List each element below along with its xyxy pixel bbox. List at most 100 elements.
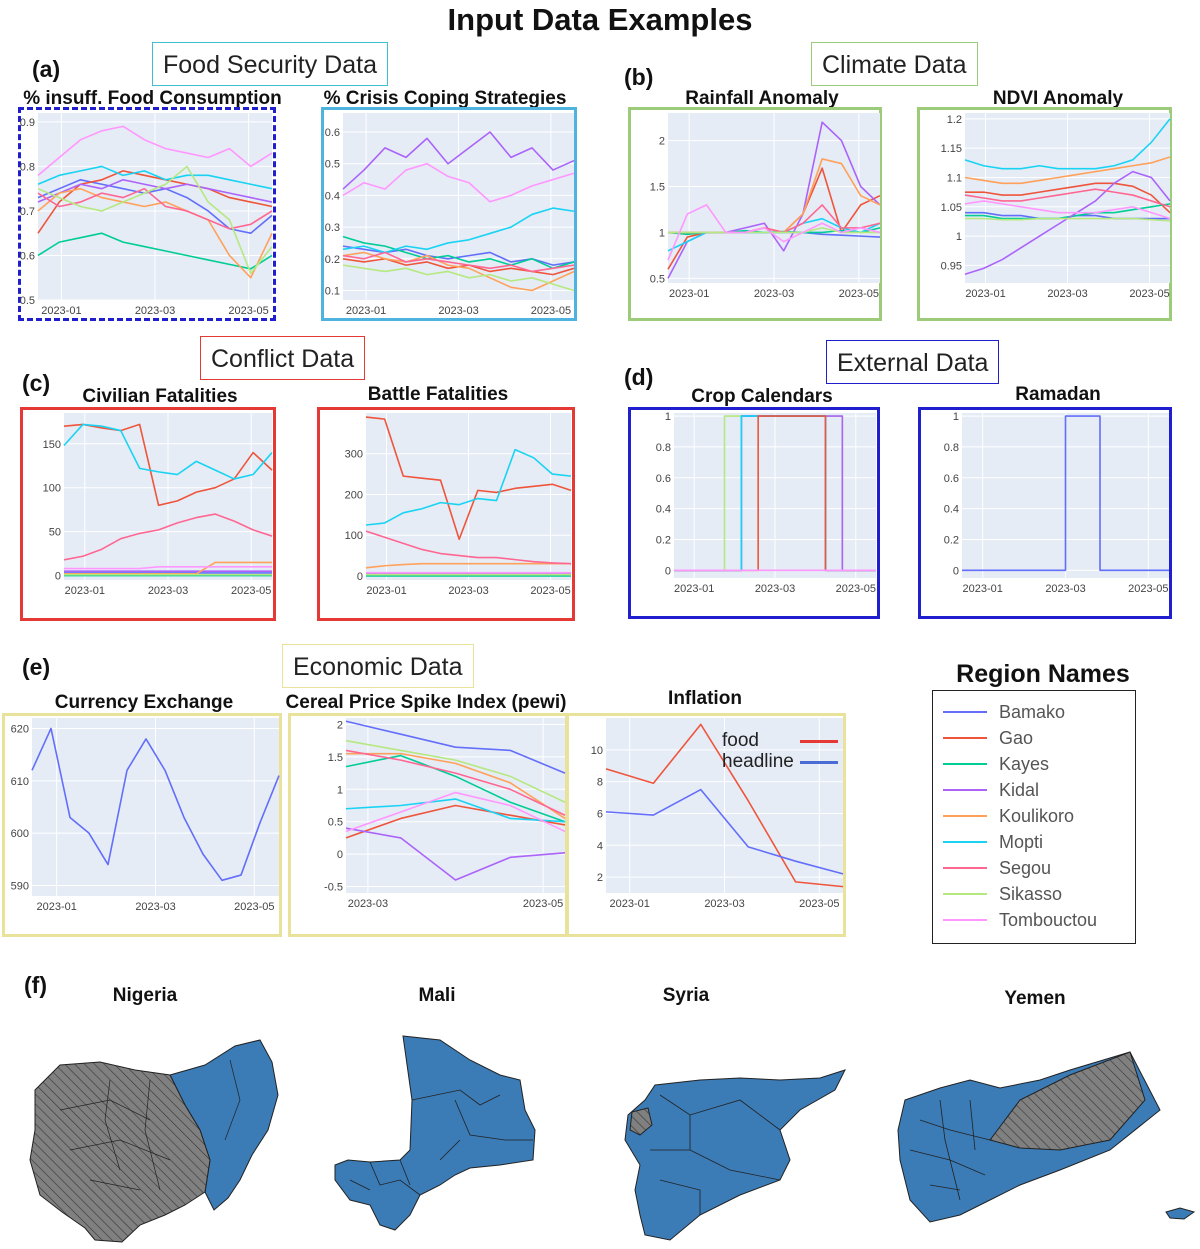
x-tick-label: 2023-03	[704, 898, 744, 910]
series-line-bamako	[345, 720, 566, 774]
series-line-segou	[63, 513, 273, 561]
y-tick-label: 0.4	[325, 190, 340, 202]
series-line-segou	[342, 251, 575, 273]
section-c-label: (c)	[22, 370, 51, 396]
legend-item: Tombouctou	[943, 907, 1097, 933]
series-line-food	[605, 723, 844, 888]
x-tick-label: 2023-01	[41, 305, 81, 317]
y-tick-label: 0.8	[20, 161, 35, 173]
x-tick-label: 2023-05	[1129, 288, 1169, 300]
section-e-label: (e)	[22, 654, 51, 680]
series-line-koulikoro	[342, 251, 575, 292]
food-security-category-box: Food Security Data	[152, 42, 388, 86]
legend-item: Kayes	[943, 751, 1049, 777]
y-tick-label: -0.5	[324, 882, 343, 894]
legend-swatch	[943, 763, 987, 765]
x-tick-label: 2023-01	[37, 901, 77, 913]
y-tick-label: 2	[659, 136, 665, 148]
series-line-bamako	[962, 415, 1169, 572]
legend-label: Bamako	[999, 701, 1066, 722]
syria-hatched-region	[629, 1107, 653, 1136]
x-tick-label: 2023-01	[65, 585, 105, 597]
inflation-legend-food: food	[722, 730, 759, 751]
section-f-label: (f)	[24, 972, 47, 998]
series-line-tombouctou	[37, 125, 273, 176]
legend-swatch	[943, 867, 987, 869]
map-syria	[624, 1069, 846, 1241]
y-tick-label: 1	[665, 411, 671, 423]
y-tick-label: 0.5	[20, 295, 35, 307]
conflict-category-box: Conflict Data	[200, 336, 366, 380]
syria-regions	[624, 1069, 846, 1241]
climate-category-box: Climate Data	[811, 42, 978, 86]
y-tick-label: 4	[597, 840, 603, 852]
series-line-segou	[964, 188, 1171, 208]
y-tick-label: 0	[337, 849, 343, 861]
y-tick-label: 0.2	[325, 254, 340, 266]
y-tick-label: 1	[337, 784, 343, 796]
series-line-tombouctou	[345, 791, 566, 833]
ndvi-title: NDVI Anomaly	[992, 88, 1124, 109]
inflation-title: Inflation	[668, 688, 742, 709]
x-tick-label: 2023-05	[231, 585, 271, 597]
figure-title: Input Data Examples	[447, 2, 753, 37]
x-tick-label: 2023-05	[234, 901, 274, 913]
food-consumption-title: % insuff. Food Consumption	[23, 88, 282, 109]
series-line-kidal	[345, 827, 566, 881]
series-line-kayes	[965, 203, 1171, 220]
y-tick-label: 0.95	[941, 260, 962, 272]
legend-item: Mopti	[943, 829, 1043, 855]
series-line-mopti	[63, 423, 273, 480]
legend-swatch	[943, 711, 987, 713]
x-tick-label: 2023-05	[228, 305, 268, 317]
series-line-sikasso	[37, 165, 273, 275]
legend-swatch	[943, 815, 987, 817]
legend-swatch	[943, 919, 987, 921]
series-line-gao	[965, 182, 1171, 214]
legend-swatch	[943, 893, 987, 895]
series-line-kayes	[342, 235, 575, 270]
map-title-yemen: Yemen	[1004, 988, 1066, 1009]
x-tick-label: 2023-03	[1045, 583, 1085, 595]
rainfall-title: Rainfall Anomaly	[685, 88, 839, 109]
crisis-coping-title: % Crisis Coping Strategies	[323, 88, 567, 109]
y-tick-label: 0.6	[325, 127, 340, 139]
series-line-sikasso	[345, 739, 566, 803]
y-tick-label: 8	[597, 777, 603, 789]
y-tick-label: 0	[357, 571, 363, 583]
region-legend-title: Region Names	[956, 660, 1130, 688]
section-a-label: (a)	[32, 56, 61, 82]
currency-exchange-title: Currency Exchange	[54, 692, 234, 713]
legend-item: Segou	[943, 855, 1051, 881]
x-tick-label: 2023-05	[531, 305, 571, 317]
map-title-mali: Mali	[418, 985, 456, 1006]
legend-item: Koulikoro	[943, 803, 1074, 829]
x-tick-label: 2023-01	[669, 288, 709, 300]
series-line-kayes	[37, 232, 273, 270]
series-line-koulikoro	[964, 156, 1171, 185]
series-line-kidal	[342, 131, 575, 190]
x-tick-label: 2023-05	[1128, 583, 1168, 595]
map-nigeria	[29, 1039, 279, 1243]
section-d-label: (d)	[624, 364, 654, 390]
y-tick-label: 1.1	[947, 172, 962, 184]
series-line-kayes	[345, 754, 566, 823]
map-mali	[334, 1035, 536, 1231]
inflation-legend-headline-line	[800, 761, 838, 764]
y-tick-label: 0.5	[650, 273, 665, 285]
y-tick-label: 0.7	[20, 206, 35, 218]
crop-calendars-title: Crop Calendars	[691, 386, 833, 407]
x-tick-label: 2023-03	[148, 585, 188, 597]
y-tick-label: 0.9	[20, 117, 35, 129]
x-tick-label: 2023-03	[448, 585, 488, 597]
y-tick-label: 1.15	[941, 143, 962, 155]
